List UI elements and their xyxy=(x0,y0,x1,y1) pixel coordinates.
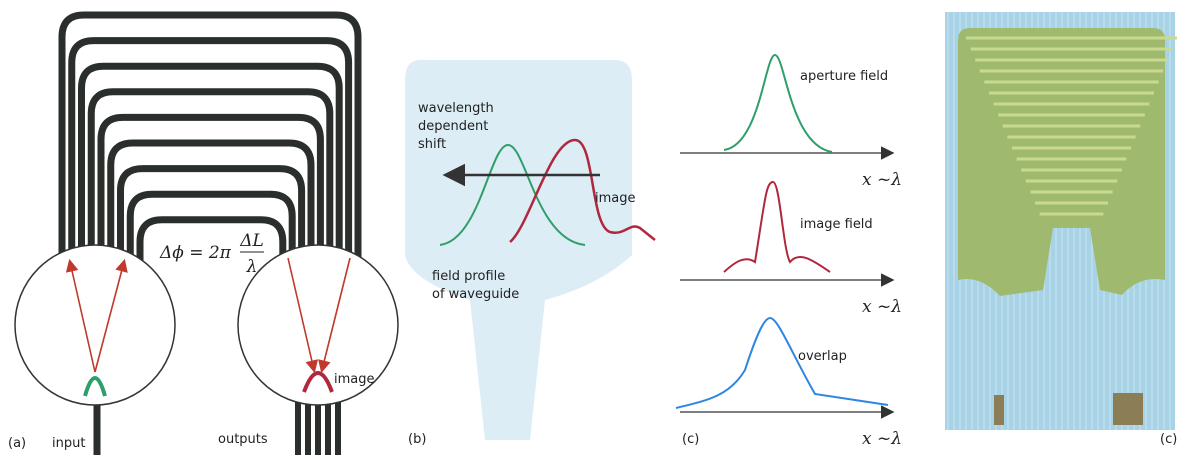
shift-label: wavelength xyxy=(418,101,494,116)
pad xyxy=(1113,393,1143,425)
image-label: image xyxy=(334,372,375,387)
shift-label: shift xyxy=(418,137,446,152)
formula: Δϕ = 2π xyxy=(159,243,232,263)
axis-label: x ~λ xyxy=(862,429,902,449)
field-curve xyxy=(676,318,888,408)
overlap-plots: aperture field x ~λ image field x ~λ overlap… xyxy=(676,55,902,449)
panel-label: (b) xyxy=(408,432,426,447)
profile-label: of waveguide xyxy=(432,287,519,302)
outputs-label: outputs xyxy=(218,432,268,447)
profile-label: field profile xyxy=(432,269,505,284)
figure: image Δϕ = 2π ΔL λ (a) input outputs wav… xyxy=(0,0,1188,457)
panel-label: (c) xyxy=(1160,432,1177,447)
curve-label: aperture field xyxy=(800,69,888,84)
shift-label: dependent xyxy=(418,119,488,134)
formula-denominator: λ xyxy=(246,257,258,277)
input-label: input xyxy=(52,436,85,451)
axis-label: x ~λ xyxy=(862,170,902,190)
curve-label: image field xyxy=(800,217,873,232)
input-coupler xyxy=(15,245,175,405)
curve-label: overlap xyxy=(798,349,847,364)
axis-label: x ~λ xyxy=(862,297,902,317)
waveguide-shape xyxy=(405,60,632,440)
pad xyxy=(994,395,1004,425)
panel-label: (a) xyxy=(8,436,26,451)
panel-label: (c) xyxy=(682,432,699,447)
formula-numerator: ΔL xyxy=(239,231,264,251)
image-label: image xyxy=(595,191,636,206)
